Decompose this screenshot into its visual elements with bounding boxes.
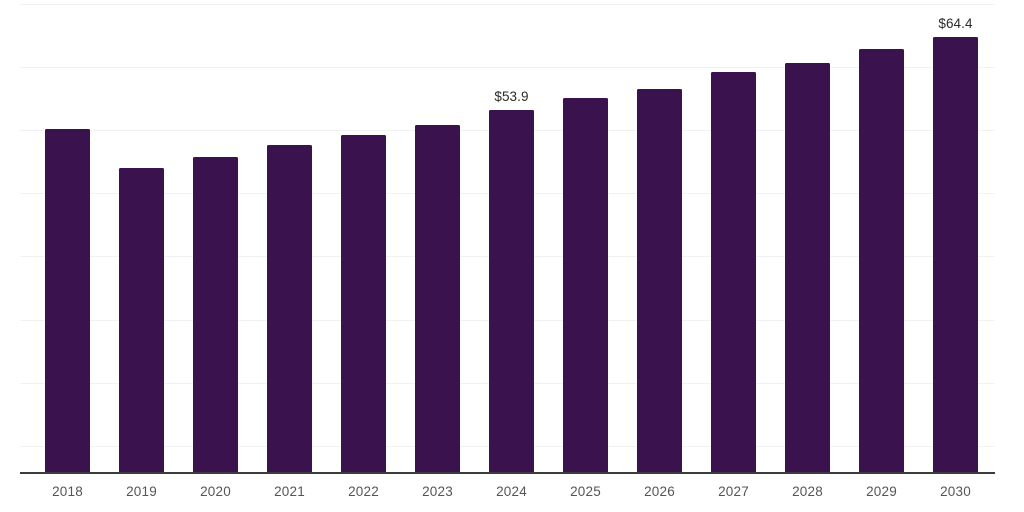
bar[interactable] — [415, 124, 460, 472]
x-axis-tick-label: 2025 — [570, 484, 601, 499]
bar[interactable] — [859, 49, 904, 472]
bar[interactable] — [711, 72, 756, 472]
bar[interactable] — [45, 129, 90, 472]
bar[interactable] — [489, 110, 534, 472]
x-axis-tick-label: 2018 — [52, 484, 83, 499]
bar[interactable] — [637, 88, 682, 472]
bar[interactable] — [563, 98, 608, 472]
bar[interactable] — [267, 145, 312, 472]
x-axis-tick-label: 2029 — [866, 484, 897, 499]
x-axis-tick-label: 2022 — [348, 484, 379, 499]
bar[interactable] — [341, 135, 386, 472]
bar-value-label: $64.4 — [938, 15, 973, 31]
bar-value-label: $53.9 — [494, 89, 529, 105]
gridline — [20, 4, 995, 5]
x-axis-tick-label: 2020 — [200, 484, 231, 499]
x-axis-tick-label: 2024 — [496, 484, 527, 499]
gridline — [20, 67, 995, 68]
bar[interactable] — [785, 63, 830, 472]
x-axis-tick-label: 2026 — [644, 484, 675, 499]
x-axis-tick-label: 2027 — [718, 484, 749, 499]
x-axis-line — [20, 472, 995, 474]
x-axis-tick-label: 2023 — [422, 484, 453, 499]
bar[interactable] — [119, 168, 164, 472]
x-axis-tick-label: 2021 — [274, 484, 305, 499]
x-axis-tick-label: 2028 — [792, 484, 823, 499]
bar[interactable] — [193, 157, 238, 472]
x-axis-tick-label: 2019 — [126, 484, 157, 499]
x-axis-tick-label: 2030 — [940, 484, 971, 499]
bar[interactable] — [933, 36, 978, 472]
